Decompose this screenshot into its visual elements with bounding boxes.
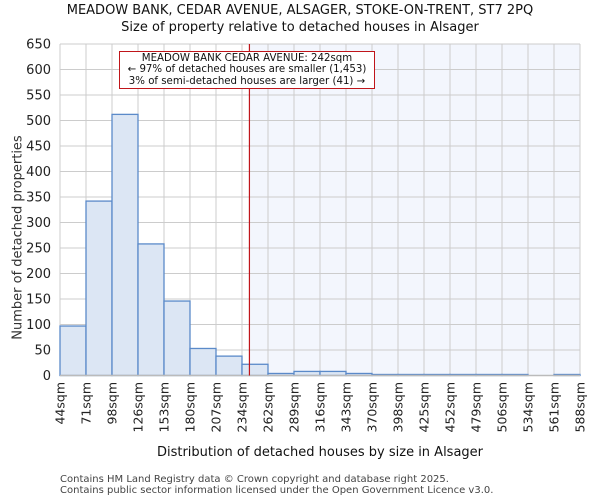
x-tick-label: 343sqm (339, 382, 354, 432)
y-tick-label: 200 (26, 267, 51, 282)
y-axis-label: Number of detached properties (10, 135, 26, 340)
y-tick-label: 300 (26, 216, 51, 231)
x-tick-label: 98sqm (105, 382, 120, 425)
x-tick-label: 370sqm (365, 382, 380, 432)
x-tick-label: 452sqm (443, 382, 458, 432)
footer-copyright: Contains HM Land Registry data © Crown c… (60, 474, 449, 485)
annotation-line-1: MEADOW BANK CEDAR AVENUE: 242sqm (141, 53, 353, 64)
y-tick-label: 250 (26, 242, 51, 257)
x-tick-label: 71sqm (79, 382, 94, 425)
y-tick-label: 500 (26, 114, 51, 129)
y-tick-label: 550 (26, 89, 51, 104)
x-tick-label: 207sqm (209, 382, 224, 432)
y-tick-label: 0 (43, 369, 51, 384)
histogram-bar (85, 200, 113, 377)
x-tick-label: 289sqm (287, 382, 302, 432)
annotation-line-2: ← 97% of detached houses are smaller (1,… (127, 64, 367, 76)
y-tick-label: 400 (26, 165, 51, 180)
y-tick-label: 150 (26, 293, 51, 308)
x-tick-label: 44sqm (53, 382, 68, 425)
x-tick-label: 479sqm (469, 382, 484, 432)
histogram-bar (215, 355, 243, 377)
histogram-bar (137, 243, 165, 377)
y-tick-label: 100 (26, 318, 51, 333)
x-tick-label: 588sqm (573, 382, 588, 432)
histogram-chart: 0 50 100 150 200 250 300 350 400 450 500 550 600 650 4… (26, 38, 588, 433)
histogram-bar (163, 300, 191, 377)
x-tick-label: 425sqm (417, 382, 432, 432)
x-tick-label: 262sqm (261, 382, 276, 432)
histogram-bar (111, 113, 139, 377)
chart-title: MEADOW BANK, CEDAR AVENUE, ALSAGER, STOK… (66, 3, 534, 18)
annotation-line-3: 3% of semi-detached houses are larger (4… (128, 75, 366, 87)
x-tick-label: 561sqm (547, 382, 562, 432)
x-axis-label: Distribution of detached houses by size … (156, 445, 484, 460)
x-tick-label: 534sqm (521, 382, 536, 432)
x-tick-label: 153sqm (157, 382, 172, 432)
histogram-bar (59, 325, 87, 377)
footer-licence: Contains public sector information licen… (60, 485, 494, 496)
x-tick-label: 126sqm (131, 382, 146, 432)
x-tick-label: 316sqm (313, 382, 328, 432)
histogram-bar (189, 347, 217, 377)
x-tick-label: 234sqm (235, 382, 250, 432)
y-tick-label: 350 (26, 191, 51, 206)
y-tick-label: 600 (26, 63, 51, 78)
chart-subtitle: Size of property relative to detached ho… (121, 20, 479, 35)
histogram-bar (241, 363, 269, 377)
y-tick-label: 50 (34, 344, 51, 359)
highlight-region (249, 44, 580, 376)
x-tick-label: 506sqm (495, 382, 510, 432)
x-tick-label: 180sqm (183, 382, 198, 432)
property-annotation-box: MEADOW BANK CEDAR AVENUE: 242sqm ← 97% o… (119, 51, 375, 89)
y-tick-label: 450 (26, 140, 51, 155)
x-tick-label: 398sqm (391, 382, 406, 432)
y-tick-label: 650 (26, 38, 51, 53)
